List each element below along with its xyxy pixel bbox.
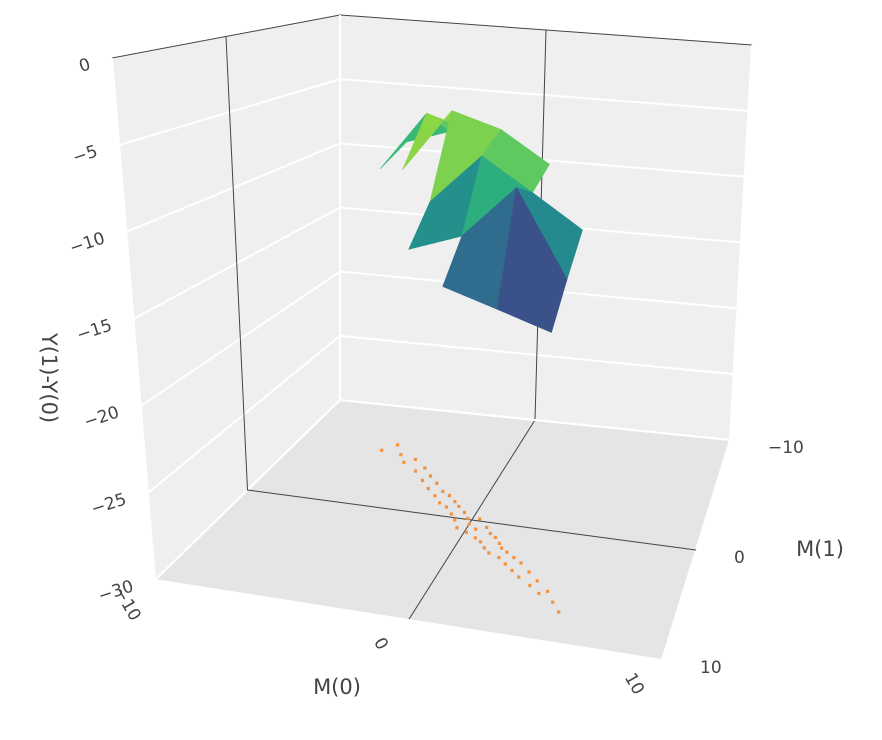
scatter-point <box>473 536 477 540</box>
scatter-point <box>488 531 493 536</box>
scatter-point <box>517 575 521 579</box>
scatter-point <box>537 591 541 595</box>
x-tick-label: 10 <box>620 670 648 699</box>
scatter-point <box>545 589 550 593</box>
scatter-point <box>402 460 406 464</box>
scene <box>112 15 752 660</box>
y-grid-line <box>225 36 697 551</box>
scatter-point <box>474 527 478 531</box>
scatter-point <box>399 453 403 457</box>
scatter-point <box>380 448 384 452</box>
scatter-point <box>438 501 442 505</box>
y-grid-line <box>339 15 731 441</box>
scatter-point <box>426 486 430 491</box>
scatter-point <box>482 546 486 550</box>
y-axis-title: M(1) <box>796 537 844 561</box>
x-axis-title: M(0) <box>313 675 361 699</box>
scatter-point <box>505 550 509 554</box>
z-tick-label: −20 <box>81 402 121 432</box>
scatter-point <box>478 540 483 544</box>
scatter-point <box>428 474 433 478</box>
scatter-point <box>464 530 469 534</box>
y-grid-line <box>111 57 663 661</box>
scatter-point <box>503 562 507 566</box>
scatter-point <box>535 579 539 583</box>
scatter-point <box>435 481 439 485</box>
scatter-point <box>449 512 453 516</box>
surface-patch <box>497 187 568 333</box>
scatter-point <box>510 568 514 573</box>
scatter-point <box>519 561 523 565</box>
scatter-point <box>420 478 425 482</box>
y-tick-label: 0 <box>734 548 745 568</box>
floor <box>155 400 730 660</box>
scatter-point <box>512 555 516 560</box>
scatter-point <box>500 546 504 550</box>
z-tick-label: −10 <box>67 228 107 258</box>
z-tick-label: −5 <box>70 141 100 168</box>
scatter-point <box>527 570 531 574</box>
scatter-point <box>493 535 498 539</box>
scatter-point <box>413 469 418 473</box>
scatter-point <box>485 525 489 530</box>
scatter-point <box>466 516 470 521</box>
scatter-point <box>396 443 400 447</box>
scatter-point <box>462 510 467 515</box>
z-tick-label: −15 <box>74 315 114 345</box>
scatter-point <box>447 493 452 498</box>
x-tick-label: −10 <box>109 583 144 624</box>
y-tick-label: −10 <box>768 438 804 458</box>
z-axis-title: Y(1)-Y(0) <box>37 332 61 423</box>
scatter-point <box>497 541 501 546</box>
z-tick-label: 0 <box>77 54 93 76</box>
z-tick-label: −25 <box>89 489 129 519</box>
scatter-point <box>528 583 532 587</box>
scatter-point <box>433 494 437 498</box>
scatter-point <box>557 610 561 614</box>
scatter-point <box>478 517 482 521</box>
scatter-point <box>423 466 427 470</box>
scatter-point <box>444 505 449 509</box>
scatter-point <box>453 499 457 504</box>
scatter-point <box>487 551 491 555</box>
scatter-point <box>453 518 457 522</box>
y-tick-label: 10 <box>700 658 722 678</box>
scatter-point <box>551 600 555 604</box>
scatter-point <box>497 556 501 560</box>
scatter-point <box>457 504 461 508</box>
scatter-point <box>455 526 459 530</box>
scatter-point <box>441 489 445 494</box>
scatter-point <box>467 522 471 526</box>
left-wall <box>112 15 340 580</box>
x-tick-label: 0 <box>369 634 392 653</box>
scatter-point <box>413 457 417 462</box>
